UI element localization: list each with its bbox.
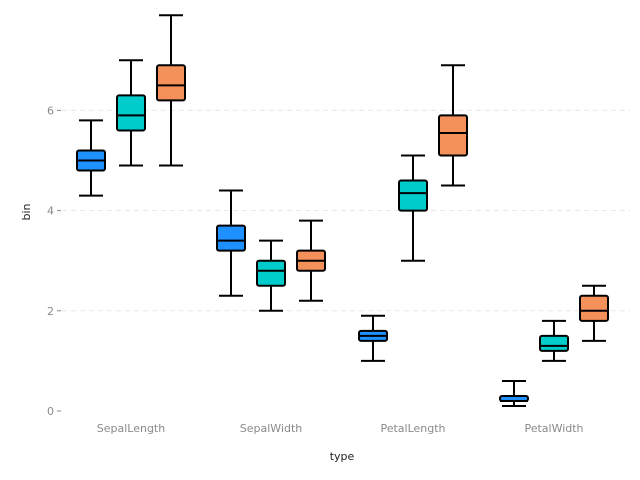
y-tick-label: 4 xyxy=(47,205,54,218)
box-iqr xyxy=(156,64,186,102)
box-iqr xyxy=(539,334,569,352)
x-tick-label: PetalWidth xyxy=(524,422,583,435)
box-PetalLength-2 xyxy=(438,64,468,187)
y-axis-title: bin xyxy=(20,203,33,220)
box-PetalWidth-0 xyxy=(499,379,529,407)
box-iqr xyxy=(116,94,146,132)
box-SepalWidth-2 xyxy=(296,219,326,302)
y-tick-label: 2 xyxy=(47,305,54,318)
x-tick-label: SepalLength xyxy=(97,422,165,435)
y-tick-label: 6 xyxy=(47,104,54,117)
box-iqr xyxy=(256,259,286,287)
box-SepalLength-2 xyxy=(156,14,186,167)
box-iqr xyxy=(398,179,428,212)
box-PetalWidth-2 xyxy=(579,284,609,342)
box-iqr xyxy=(579,294,609,322)
x-tick-label: PetalLength xyxy=(380,422,445,435)
box-PetalWidth-1 xyxy=(539,319,569,362)
box-PetalLength-0 xyxy=(358,314,388,362)
box-PetalLength-1 xyxy=(398,154,428,262)
gridlines xyxy=(62,109,630,312)
box-SepalWidth-1 xyxy=(256,239,286,312)
x-tick-label: SepalWidth xyxy=(240,422,303,435)
box-SepalWidth-0 xyxy=(216,189,246,297)
y-axis: 0 2 4 6 xyxy=(47,104,61,418)
box-iqr xyxy=(216,224,246,252)
box-SepalLength-1 xyxy=(116,59,146,167)
box-iqr xyxy=(438,114,468,157)
y-tick-label: 0 xyxy=(47,405,54,418)
x-axis-title: type xyxy=(330,450,355,463)
boxes xyxy=(76,14,609,407)
box-SepalLength-0 xyxy=(76,119,106,197)
x-axis: SepalLength SepalWidth PetalLength PetalWid… xyxy=(97,422,584,435)
